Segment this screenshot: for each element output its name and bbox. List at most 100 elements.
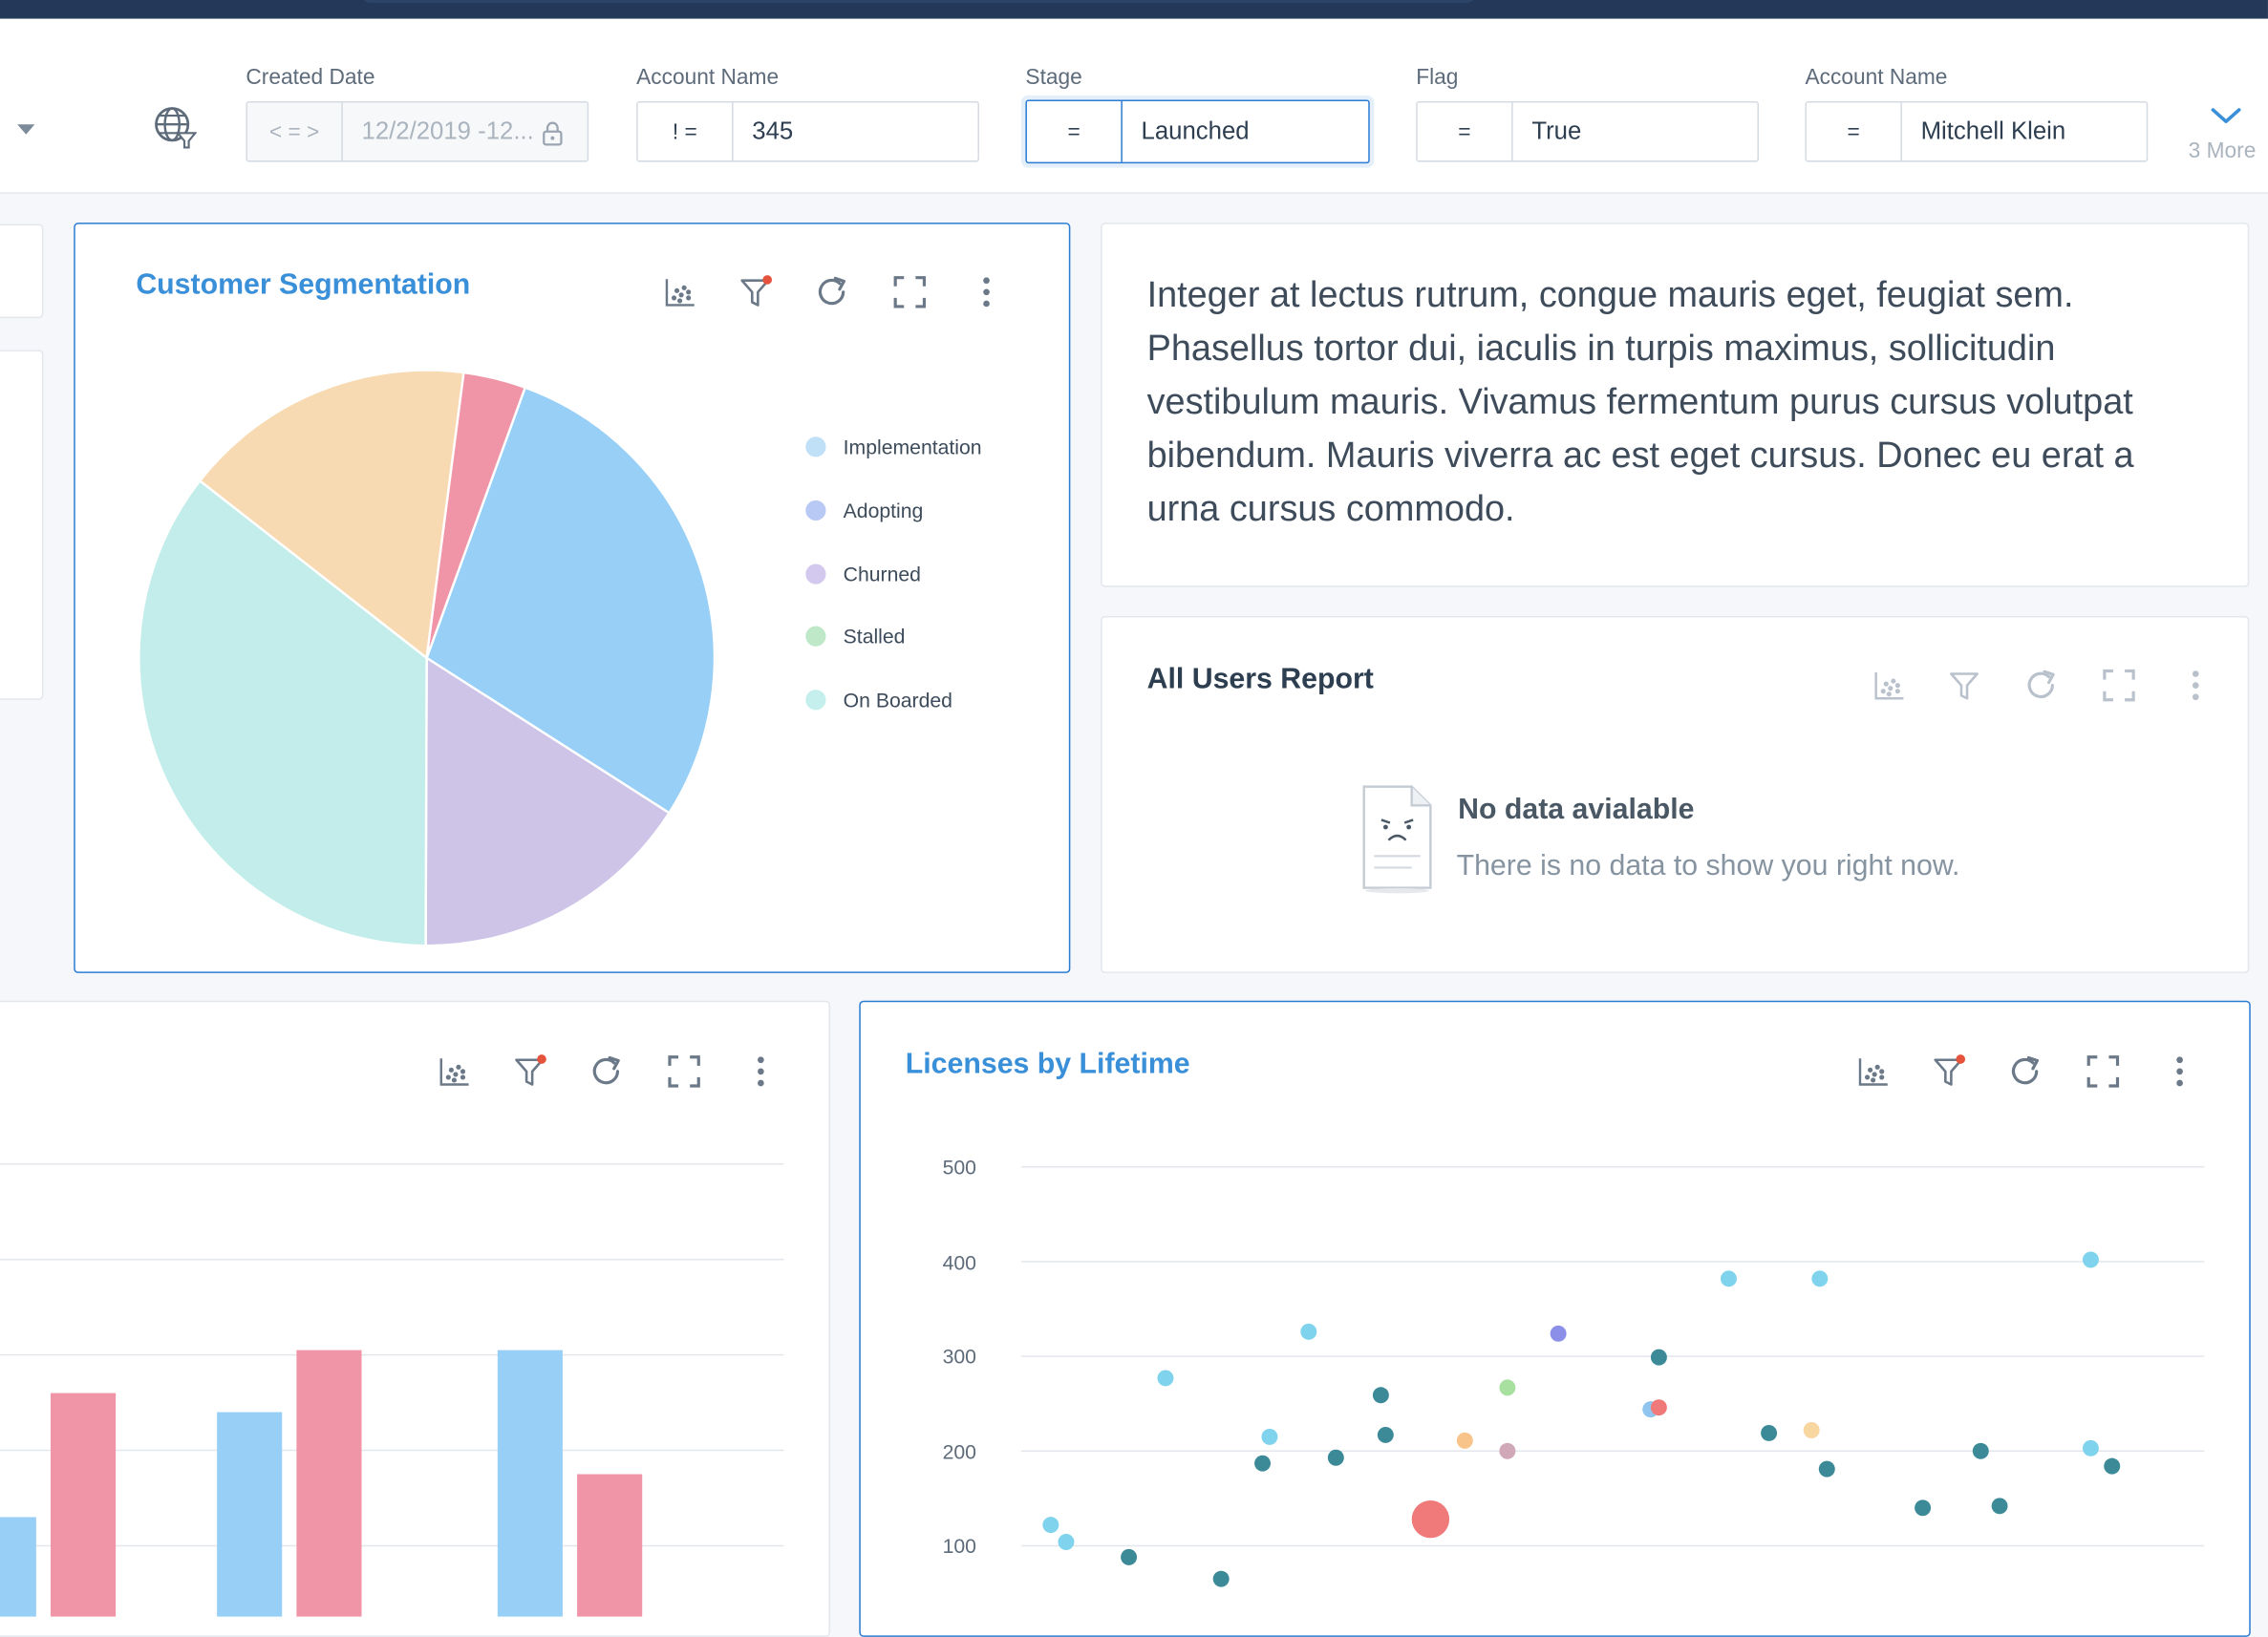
chart-type-icon[interactable] xyxy=(436,1052,473,1090)
refresh-icon[interactable] xyxy=(2023,667,2061,704)
more-options-icon[interactable] xyxy=(2177,667,2215,704)
scatter-point[interactable] xyxy=(1720,1270,1737,1287)
filter-icon[interactable] xyxy=(1947,667,1984,704)
bar[interactable] xyxy=(50,1393,117,1617)
scatter-point[interactable] xyxy=(1761,1424,1778,1441)
filter-value[interactable]: True xyxy=(1531,117,1582,145)
pie-slice[interactable] xyxy=(198,369,465,661)
bar[interactable] xyxy=(217,1412,283,1617)
scatter-point[interactable] xyxy=(1991,1498,2008,1515)
scatter-point[interactable] xyxy=(1157,1370,1174,1387)
filter-icon[interactable] xyxy=(1931,1052,1968,1090)
filter-operator[interactable]: ! = xyxy=(638,102,734,161)
scatter-point[interactable] xyxy=(1650,1399,1667,1416)
note-text: Integer at lectus rutrum, congue mauris … xyxy=(1146,274,2134,530)
scatter-point[interactable] xyxy=(1327,1449,1344,1466)
pie-slice[interactable] xyxy=(425,371,527,659)
scatter-point[interactable] xyxy=(1818,1460,1835,1478)
scatter-point[interactable] xyxy=(1811,1270,1829,1287)
more-options-icon[interactable] xyxy=(2161,1052,2198,1090)
pie-slice[interactable] xyxy=(138,478,428,947)
filter-account-name[interactable]: ! = 345 xyxy=(636,100,979,162)
pie-slice[interactable] xyxy=(425,386,717,815)
more-filters-link[interactable]: 3 More xyxy=(2188,138,2257,164)
legend-item[interactable]: Adopting xyxy=(805,499,923,522)
scatter-point[interactable] xyxy=(1803,1422,1820,1438)
more-options-icon[interactable] xyxy=(968,273,1005,310)
scatter-point[interactable] xyxy=(2082,1251,2099,1268)
collapse-filters-caret-icon[interactable] xyxy=(17,124,35,135)
scatter-point[interactable] xyxy=(1550,1325,1567,1342)
y-tick-label: 100 xyxy=(942,1534,976,1558)
partial-card-mid-left xyxy=(0,350,44,700)
scatter-point[interactable] xyxy=(2104,1457,2121,1475)
more-options-icon[interactable] xyxy=(742,1052,780,1090)
bar[interactable] xyxy=(497,1350,563,1617)
scatter-point[interactable] xyxy=(1499,1379,1516,1396)
refresh-icon[interactable] xyxy=(2007,1052,2044,1090)
pie-slice[interactable] xyxy=(424,655,672,947)
bar-chart-card[interactable] xyxy=(0,1000,831,1637)
filter-operator[interactable]: = xyxy=(1027,100,1123,162)
bar[interactable] xyxy=(0,1517,36,1617)
filter-created-date[interactable]: < = > 12/2/2019 -12... xyxy=(246,100,589,162)
scatter-point[interactable] xyxy=(1212,1570,1230,1587)
licenses-by-lifetime-card[interactable] xyxy=(859,1000,2251,1637)
filter-flag[interactable]: = True xyxy=(1416,100,1760,162)
filter-operator[interactable]: = xyxy=(1807,102,1902,161)
legend-item[interactable]: On Boarded xyxy=(805,689,952,712)
scatter-point[interactable] xyxy=(1377,1426,1394,1443)
scatter-point[interactable] xyxy=(1499,1442,1516,1459)
scatter-point[interactable] xyxy=(1042,1517,1059,1534)
scatter-point[interactable] xyxy=(1254,1455,1272,1472)
fullscreen-icon[interactable] xyxy=(2085,1052,2122,1090)
legend-label: Implementation xyxy=(843,435,982,458)
scatter-point[interactable] xyxy=(1121,1548,1138,1565)
scatter-point[interactable] xyxy=(1650,1349,1667,1366)
legend-item[interactable]: Implementation xyxy=(805,435,982,458)
scatter-point[interactable] xyxy=(1411,1500,1450,1539)
bar[interactable] xyxy=(577,1474,643,1617)
bar[interactable] xyxy=(296,1350,362,1617)
fullscreen-icon[interactable] xyxy=(665,1052,702,1090)
filter-value[interactable]: Launched xyxy=(1141,117,1250,145)
filter-operator[interactable]: = xyxy=(1418,102,1513,161)
filter-label-account-name: Account Name xyxy=(636,65,780,90)
empty-state-subtitle: There is no data to show you right now. xyxy=(1456,850,1960,882)
scatter-point[interactable] xyxy=(2082,1439,2099,1456)
legend-item[interactable]: Churned xyxy=(805,563,921,585)
filter-label-account-name-2: Account Name xyxy=(1805,65,1948,90)
scatter-point[interactable] xyxy=(1915,1499,1932,1517)
filter-label-flag: Flag xyxy=(1416,65,1459,90)
filter-icon[interactable] xyxy=(738,273,775,310)
refresh-icon[interactable] xyxy=(814,273,851,310)
global-filter-icon[interactable] xyxy=(153,106,197,149)
segmentation-pie-chart xyxy=(138,369,717,947)
chevron-down-icon[interactable] xyxy=(2210,106,2241,126)
all-users-report-card[interactable] xyxy=(1101,615,2250,973)
chart-type-icon[interactable] xyxy=(661,273,698,310)
fullscreen-icon[interactable] xyxy=(2100,667,2137,704)
scatter-point[interactable] xyxy=(1261,1428,1278,1445)
scatter-point[interactable] xyxy=(1372,1387,1389,1404)
scatter-point[interactable] xyxy=(1300,1323,1317,1340)
filter-operator[interactable]: < = > xyxy=(247,102,343,161)
chart-type-icon[interactable] xyxy=(1854,1052,1892,1090)
filter-account-name-2[interactable]: = Mitchell Klein xyxy=(1805,100,2149,162)
scatter-point[interactable] xyxy=(1058,1534,1075,1550)
legend-item[interactable]: Stalled xyxy=(805,625,905,648)
y-tick-label: 500 xyxy=(942,1155,976,1179)
scatter-point[interactable] xyxy=(1456,1432,1473,1449)
refresh-icon[interactable] xyxy=(588,1052,626,1090)
legend-label: On Boarded xyxy=(843,688,952,712)
fullscreen-icon[interactable] xyxy=(891,273,929,310)
global-search-bar[interactable] xyxy=(361,0,1476,4)
chart-type-icon[interactable] xyxy=(1871,667,1908,704)
partial-card-top-left xyxy=(0,223,44,319)
filter-stage[interactable]: = Launched xyxy=(1025,99,1370,164)
y-tick-label: 200 xyxy=(942,1439,976,1463)
filter-icon[interactable] xyxy=(512,1052,549,1090)
filter-value[interactable]: 345 xyxy=(752,117,794,145)
filter-value[interactable]: Mitchell Klein xyxy=(1920,117,2066,145)
scatter-point[interactable] xyxy=(1972,1442,1989,1459)
